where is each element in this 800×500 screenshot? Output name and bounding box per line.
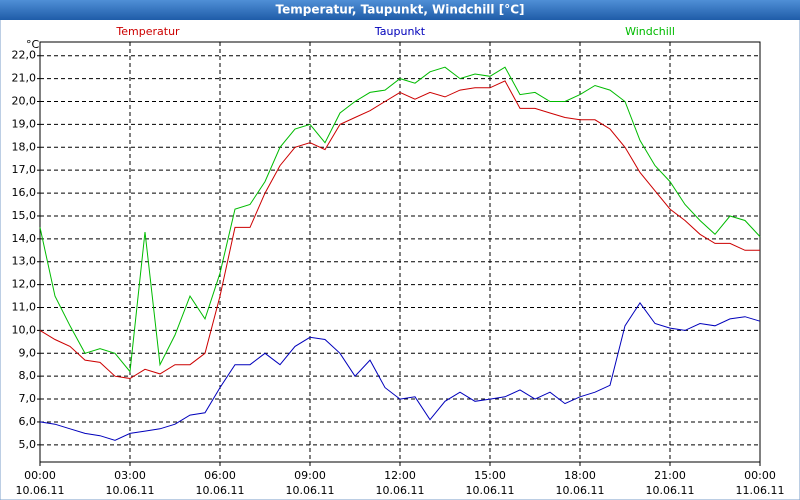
title-bar xyxy=(0,0,800,20)
y-tick-label: 16,0 xyxy=(12,186,37,199)
x-tick-label: 03:00 xyxy=(114,469,146,482)
series-line xyxy=(39,302,761,441)
y-tick-label: 7,0 xyxy=(19,392,37,405)
y-tick-label: 22,0 xyxy=(12,49,37,62)
y-tick-label: 13,0 xyxy=(12,255,37,268)
x-tick-date: 11.06.11 xyxy=(736,484,785,497)
x-tick-date: 10.06.11 xyxy=(196,484,245,497)
y-tick-label: 5,0 xyxy=(19,438,37,451)
y-tick-label: 17,0 xyxy=(12,163,37,176)
x-tick-label: 12:00 xyxy=(384,469,416,482)
x-tick-date: 10.06.11 xyxy=(556,484,605,497)
y-tick-label: 11,0 xyxy=(12,301,37,314)
y-tick-label: 10,0 xyxy=(12,323,37,336)
x-tick-label: 00:00 xyxy=(24,469,56,482)
y-tick-label: 18,0 xyxy=(12,140,37,153)
x-tick-label: 06:00 xyxy=(204,469,236,482)
x-tick-date: 10.06.11 xyxy=(16,484,65,497)
y-tick-label: 15,0 xyxy=(12,209,37,222)
y-tick-label: 19,0 xyxy=(12,117,37,130)
series-line xyxy=(39,80,760,380)
legend-label: Windchill xyxy=(625,25,675,38)
x-tick-date: 10.06.11 xyxy=(376,484,425,497)
chart-title: Temperatur, Taupunkt, Windchill [°C] xyxy=(276,3,525,17)
x-tick-label: 09:00 xyxy=(294,469,326,482)
x-tick-label: 15:00 xyxy=(474,469,506,482)
y-tick-label: 20,0 xyxy=(12,95,37,108)
y-axis-label: °C xyxy=(26,38,40,51)
x-tick-label: 21:00 xyxy=(654,469,686,482)
y-tick-label: 21,0 xyxy=(12,72,37,85)
x-tick-label: 18:00 xyxy=(564,469,596,482)
x-tick-date: 10.06.11 xyxy=(286,484,335,497)
x-tick-date: 10.06.11 xyxy=(646,484,695,497)
x-tick-date: 10.06.11 xyxy=(466,484,515,497)
legend-label: Temperatur xyxy=(115,25,180,38)
y-tick-label: 6,0 xyxy=(19,415,37,428)
y-tick-label: 12,0 xyxy=(12,278,37,291)
y-tick-label: 14,0 xyxy=(12,232,37,245)
y-tick-label: 9,0 xyxy=(19,346,37,359)
legend-label: Taupunkt xyxy=(374,25,426,38)
series-line xyxy=(39,66,761,373)
x-tick-label: 00:00 xyxy=(744,469,776,482)
x-tick-date: 10.06.11 xyxy=(106,484,155,497)
y-tick-label: 8,0 xyxy=(19,369,37,382)
